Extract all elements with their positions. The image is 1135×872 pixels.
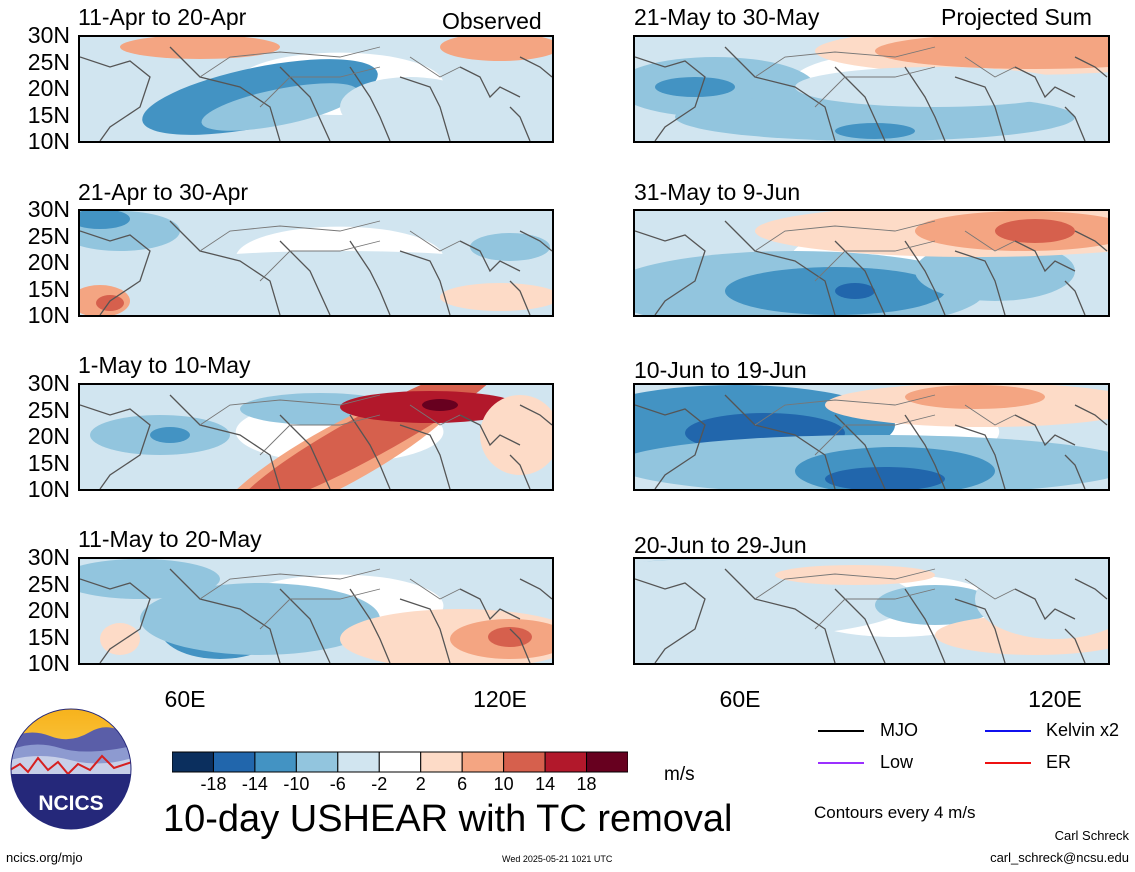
contours-note: Contours every 4 m/s <box>814 803 976 822</box>
map-graphic <box>80 385 552 489</box>
map-panel-31may <box>633 209 1110 317</box>
legend-kelvin-label: Kelvin x2 <box>1046 720 1120 740</box>
map-graphic <box>635 211 1108 315</box>
colorbar-swatch <box>212 751 256 773</box>
legend-low-line <box>818 762 864 764</box>
map-graphic <box>635 385 1108 489</box>
lat-label: 25N <box>27 222 70 249</box>
map-panel-21may <box>633 35 1110 143</box>
lat-label: 20N <box>27 249 70 275</box>
lat-label: 30N <box>27 22 70 48</box>
colorbar-tick-label: -18 <box>200 774 227 794</box>
map-panel-21apr <box>78 209 554 317</box>
map-graphic <box>80 37 552 141</box>
colorbar-swatch <box>503 751 546 773</box>
colorbar-swatch <box>420 751 463 773</box>
map-graphic <box>80 211 552 315</box>
colorbar <box>172 751 628 773</box>
lon-label-60e-left: 60E <box>164 686 206 712</box>
panel-title: 11-Apr to 20-Apr <box>78 4 247 30</box>
lat-label: 10N <box>27 302 70 328</box>
colorbar-swatch <box>172 751 214 773</box>
lat-label: 30N <box>27 196 70 222</box>
lon-label-120e-right: 120E <box>1028 686 1082 712</box>
legend-low-label: Low <box>880 752 914 772</box>
panel-title: 1-May to 10-May <box>78 352 251 378</box>
lat-label: 25N <box>27 48 70 75</box>
colorbar-swatch <box>337 751 380 773</box>
lat-label: 10N <box>27 650 70 676</box>
map-panel-11may <box>78 557 554 665</box>
map-panel-20jun <box>633 557 1110 665</box>
main-title: 10-day USHEAR with TC removal <box>163 798 733 840</box>
colorbar-tick-label: 10 <box>493 774 514 794</box>
lat-label: 20N <box>27 597 70 623</box>
panel-title: 10-Jun to 19-Jun <box>634 357 807 383</box>
colorbar-swatch <box>586 751 628 773</box>
map-graphic <box>635 37 1108 141</box>
panel-title: 21-Apr to 30-Apr <box>78 179 249 205</box>
colorbar-tick-label: 14 <box>535 774 556 794</box>
panel-title: 31-May to 9-Jun <box>634 179 801 205</box>
colorbar-tick-label: 18 <box>576 774 597 794</box>
map-panel-10jun <box>633 383 1110 491</box>
projected-sum-label: Projected Sum <box>941 4 1092 30</box>
ncics-logo: NCICS <box>10 708 132 830</box>
legend-er-label: ER <box>1046 752 1072 772</box>
lat-label: 15N <box>27 101 70 128</box>
lat-label: 25N <box>27 570 70 597</box>
map-graphic <box>635 559 1108 663</box>
colorbar-tick-label: 6 <box>457 774 468 794</box>
panel-title: 20-Jun to 29-Jun <box>634 532 807 558</box>
map-graphic <box>80 559 552 663</box>
lat-label: 10N <box>27 128 70 154</box>
lat-label: 15N <box>27 623 70 650</box>
lat-label: 30N <box>27 370 70 396</box>
observed-label: Observed <box>442 8 542 34</box>
lat-label: 15N <box>27 449 70 476</box>
legend-kelvin-line <box>985 730 1031 732</box>
colorbar-swatch <box>254 751 297 773</box>
footer-timestamp: Wed 2025-05-21 1021 UTC <box>502 854 613 864</box>
colorbar-tick-label: -6 <box>329 774 346 794</box>
lat-label: 20N <box>27 423 70 449</box>
lat-label: 30N <box>27 544 70 570</box>
colorbar-swatch <box>378 751 422 773</box>
logo-text: NCICS <box>38 792 103 815</box>
colorbar-tick-label: 2 <box>415 774 426 794</box>
lon-label-60e-right: 60E <box>719 686 761 712</box>
footer-author: Carl Schreck <box>1054 828 1129 843</box>
colorbar-swatch <box>544 751 588 773</box>
colorbar-tick-label: -2 <box>371 774 388 794</box>
colorbar-units: m/s <box>664 764 695 785</box>
colorbar-tick-label: -10 <box>283 774 310 794</box>
map-panel-1may <box>78 383 554 491</box>
colorbar-swatch <box>461 751 505 773</box>
colorbar-tick-label: -14 <box>241 774 268 794</box>
panel-title: 11-May to 20-May <box>78 526 262 552</box>
footer-url: ncics.org/mjo <box>6 850 83 865</box>
map-panel-11apr <box>78 35 554 143</box>
footer-email: carl_schreck@ncsu.edu <box>990 850 1129 865</box>
lon-label-120e-left: 120E <box>473 686 527 712</box>
legend-mjo-label: MJO <box>880 720 918 740</box>
lat-label: 20N <box>27 75 70 101</box>
legend-er-line <box>985 762 1031 764</box>
colorbar-swatch <box>295 751 339 773</box>
lat-label: 25N <box>27 396 70 423</box>
lat-label: 15N <box>27 275 70 302</box>
legend-mjo-line <box>818 730 864 732</box>
lat-label: 10N <box>27 476 70 502</box>
panel-title: 21-May to 30-May <box>634 4 820 30</box>
